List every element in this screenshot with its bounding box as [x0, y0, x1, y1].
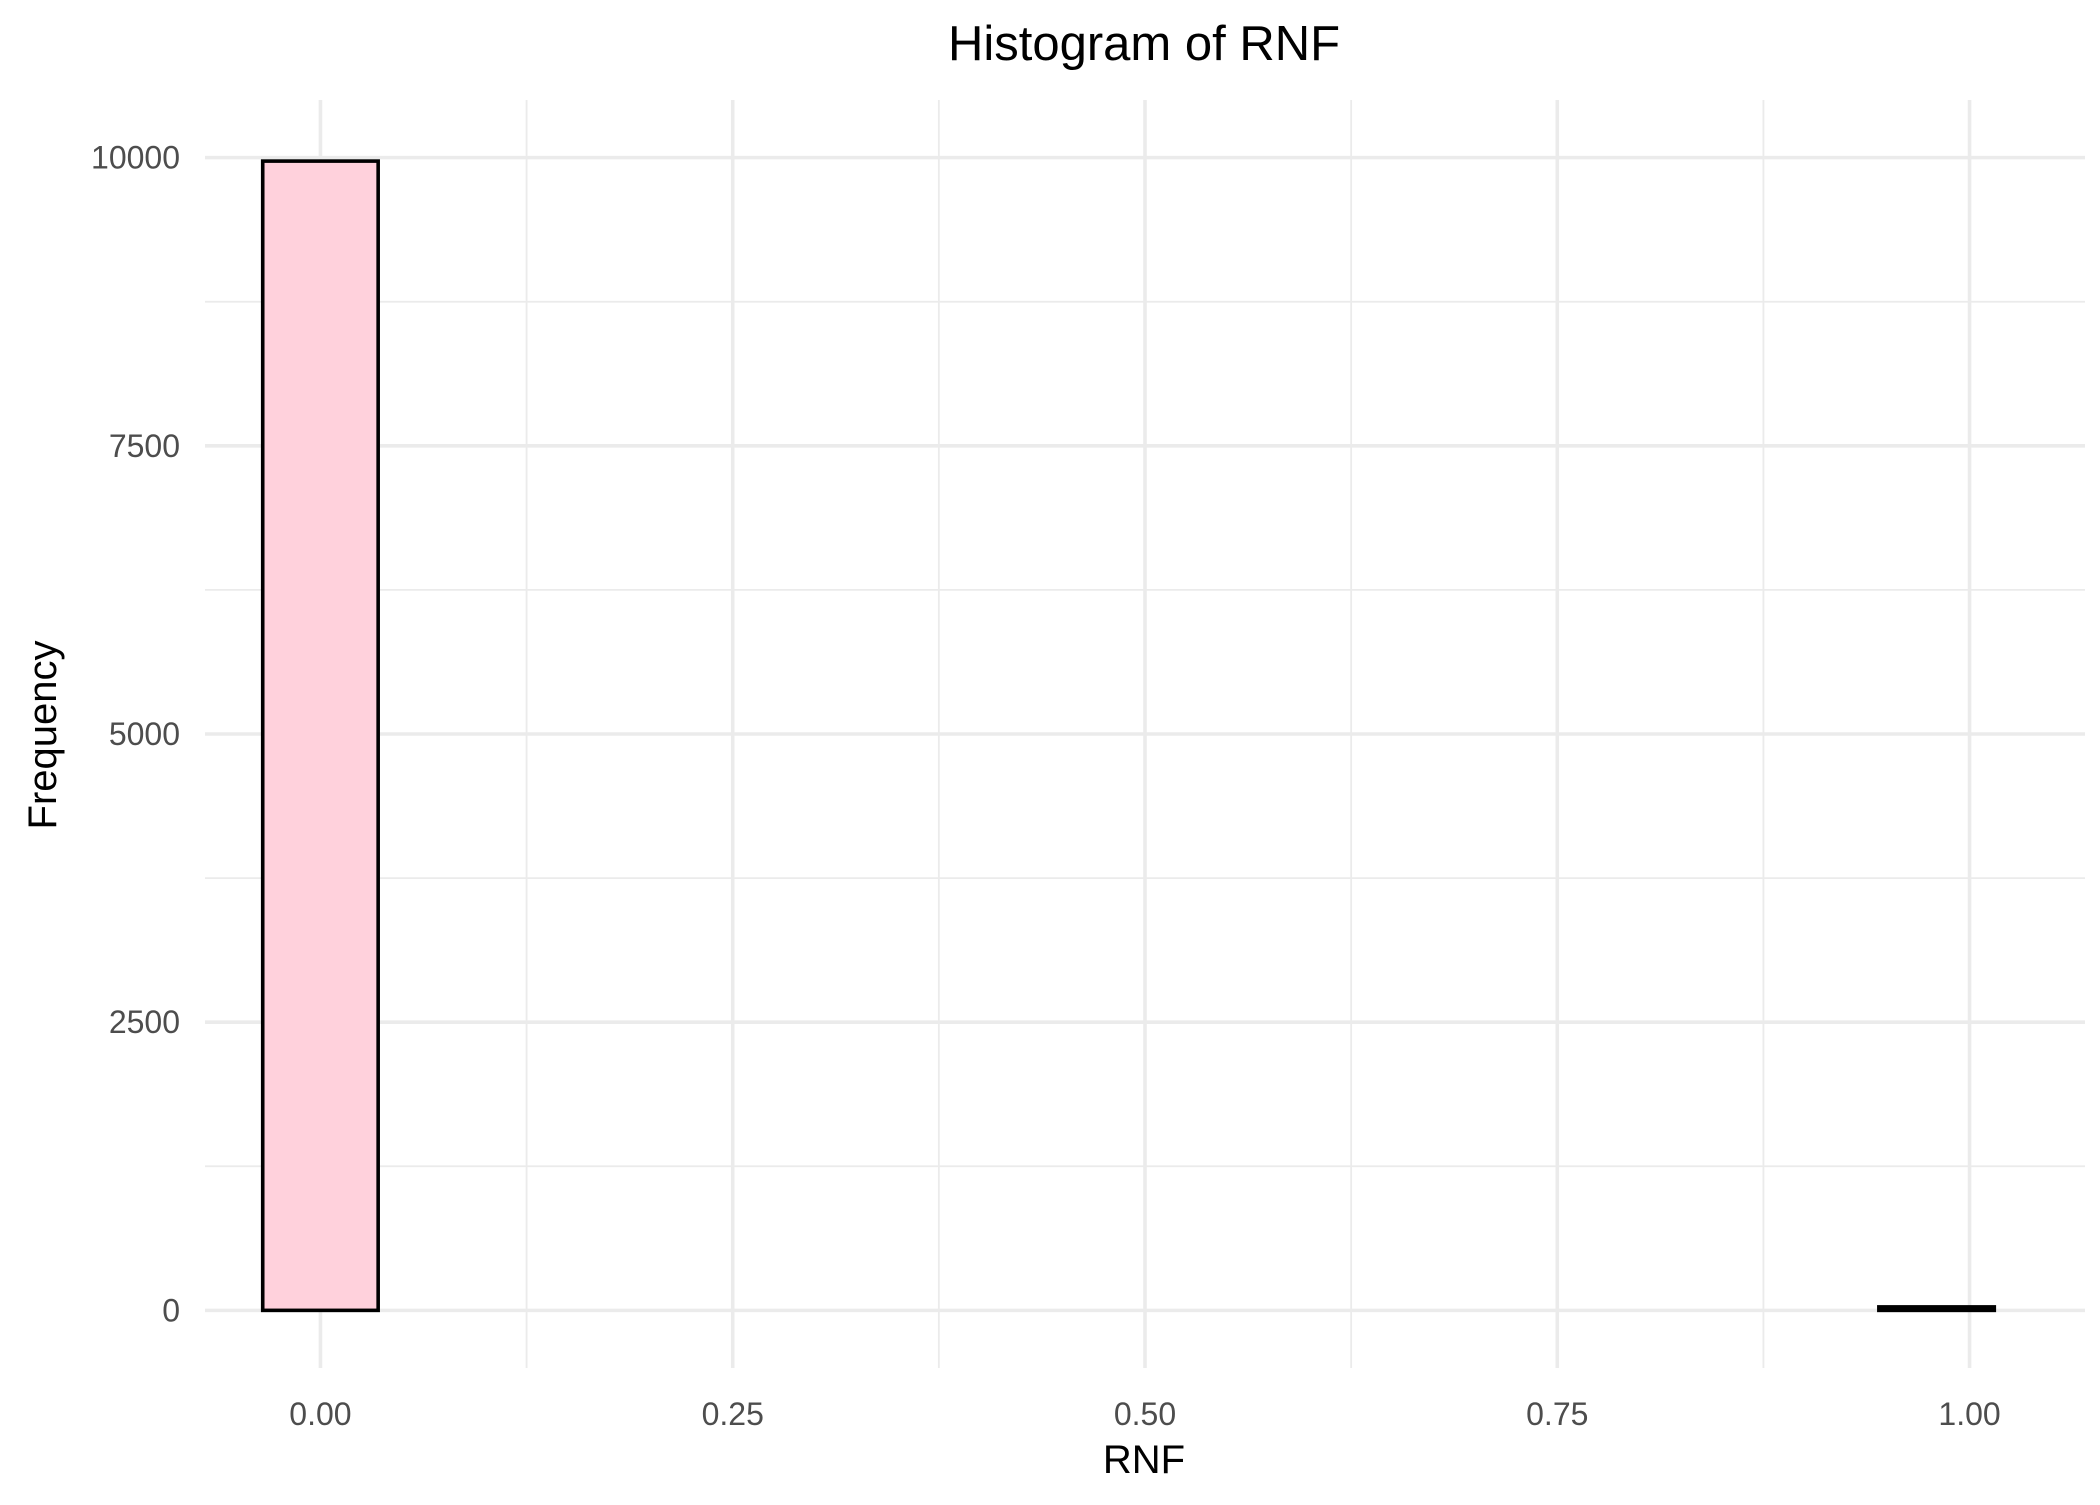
y-axis-title: Frequency: [21, 641, 65, 830]
tick-label-layer: 0.00 0.25 0.50 0.75 1.00 0 2500 5000 7500 10000: [91, 140, 2001, 1432]
y-tick-label: 10000: [91, 140, 180, 176]
x-axis-title: RNF: [1103, 1438, 1185, 1482]
y-tick-label: 2500: [109, 1004, 180, 1040]
x-tick-label: 0.50: [1114, 1396, 1176, 1432]
y-tick-label: 5000: [109, 716, 180, 752]
bar-layer: [260, 159, 1997, 1313]
histogram-bar: [1877, 1305, 1997, 1313]
histogram-bar: [260, 159, 380, 1313]
x-tick-label: 0.00: [289, 1396, 351, 1432]
x-tick-label: 1.00: [1938, 1396, 2000, 1432]
x-tick-label: 0.75: [1526, 1396, 1588, 1432]
chart-title: Histogram of RNF: [948, 17, 1340, 71]
x-tick-label: 0.25: [702, 1396, 764, 1432]
y-tick-label: 0: [162, 1292, 180, 1328]
y-tick-label: 7500: [109, 428, 180, 464]
